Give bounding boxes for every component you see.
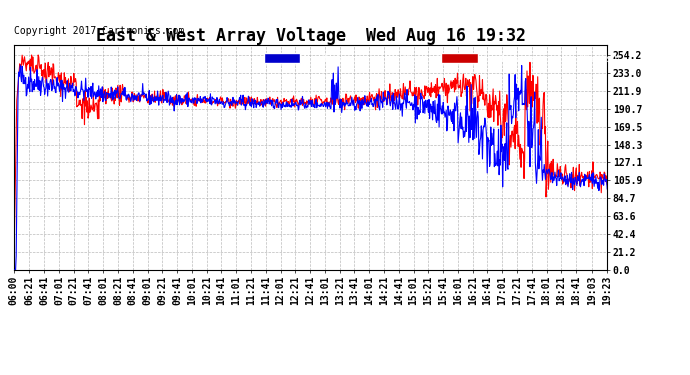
Text: Copyright 2017 Cartronics.com: Copyright 2017 Cartronics.com	[14, 26, 184, 36]
Title: East & West Array Voltage  Wed Aug 16 19:32: East & West Array Voltage Wed Aug 16 19:…	[95, 27, 526, 45]
Legend: East Array  (DC Volts), West Array  (DC Volts): East Array (DC Volts), West Array (DC Vo…	[261, 50, 621, 67]
